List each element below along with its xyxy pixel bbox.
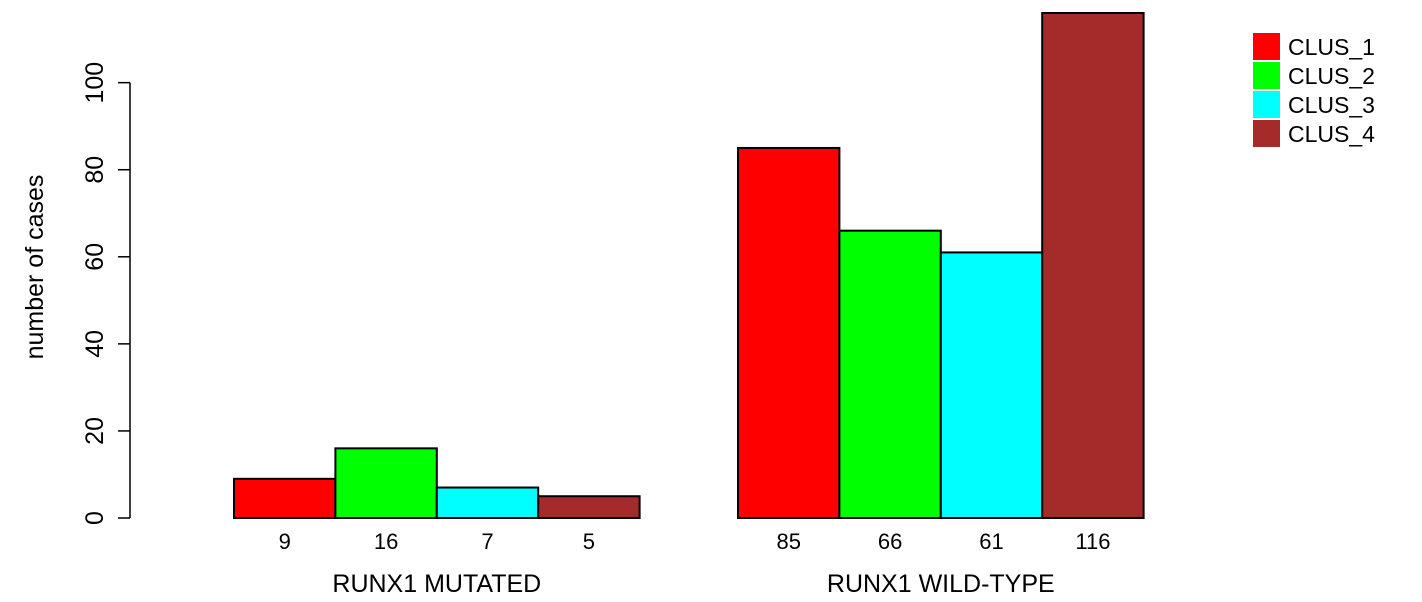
group-label: RUNX1 MUTATED bbox=[332, 570, 541, 598]
bar-clus-3-group-2 bbox=[939, 251, 1044, 519]
bar-value-labels: 9 16 7 5 85 66 61 116 bbox=[279, 529, 1111, 554]
bar-value-label: 5 bbox=[583, 529, 595, 554]
bar-value-label: 7 bbox=[481, 529, 493, 554]
bar-value-label: 61 bbox=[979, 529, 1003, 554]
y-tick-label: 40 bbox=[81, 330, 109, 358]
legend-swatch bbox=[1253, 91, 1280, 118]
legend-label: CLUS_1 bbox=[1288, 34, 1375, 60]
bar-value-label: 16 bbox=[374, 529, 398, 554]
y-axis-label: number of cases bbox=[21, 175, 49, 360]
legend-swatch bbox=[1253, 33, 1280, 60]
bar-clus-4-group-2 bbox=[1041, 12, 1145, 519]
bar-value-label: 9 bbox=[279, 529, 291, 554]
bar-value-label: 85 bbox=[776, 529, 800, 554]
y-tick-label: 20 bbox=[81, 417, 109, 445]
y-tick-label: 80 bbox=[81, 156, 109, 184]
bar-clus-2-group-2 bbox=[838, 229, 942, 519]
bar-clus-1-group-1 bbox=[233, 477, 337, 520]
bar-clus-3-group-1 bbox=[435, 486, 540, 519]
legend-swatch bbox=[1253, 120, 1280, 147]
y-tick-label: 60 bbox=[81, 243, 109, 271]
group-label: RUNX1 WILD-TYPE bbox=[827, 570, 1055, 598]
bar-clus-1-group-2 bbox=[737, 146, 841, 519]
legend-label: CLUS_2 bbox=[1288, 63, 1375, 89]
y-axis: 0 20 40 60 80 100 bbox=[81, 62, 131, 525]
bar-value-label: 66 bbox=[878, 529, 902, 554]
y-tick-label: 100 bbox=[81, 62, 109, 104]
y-tick-label: 0 bbox=[81, 511, 109, 525]
legend-label: CLUS_3 bbox=[1288, 92, 1375, 118]
bar-value-label: 116 bbox=[1075, 529, 1110, 554]
legend-swatch bbox=[1253, 62, 1280, 89]
bars bbox=[233, 12, 1145, 520]
group-labels: RUNX1 MUTATED RUNX1 WILD-TYPE bbox=[332, 570, 1054, 598]
legend-label: CLUS_4 bbox=[1288, 121, 1375, 147]
bar-clus-2-group-1 bbox=[334, 447, 438, 519]
legend: CLUS_1 CLUS_2 CLUS_3 CLUS_4 bbox=[1253, 33, 1375, 147]
bar-clus-4-group-1 bbox=[537, 495, 641, 519]
